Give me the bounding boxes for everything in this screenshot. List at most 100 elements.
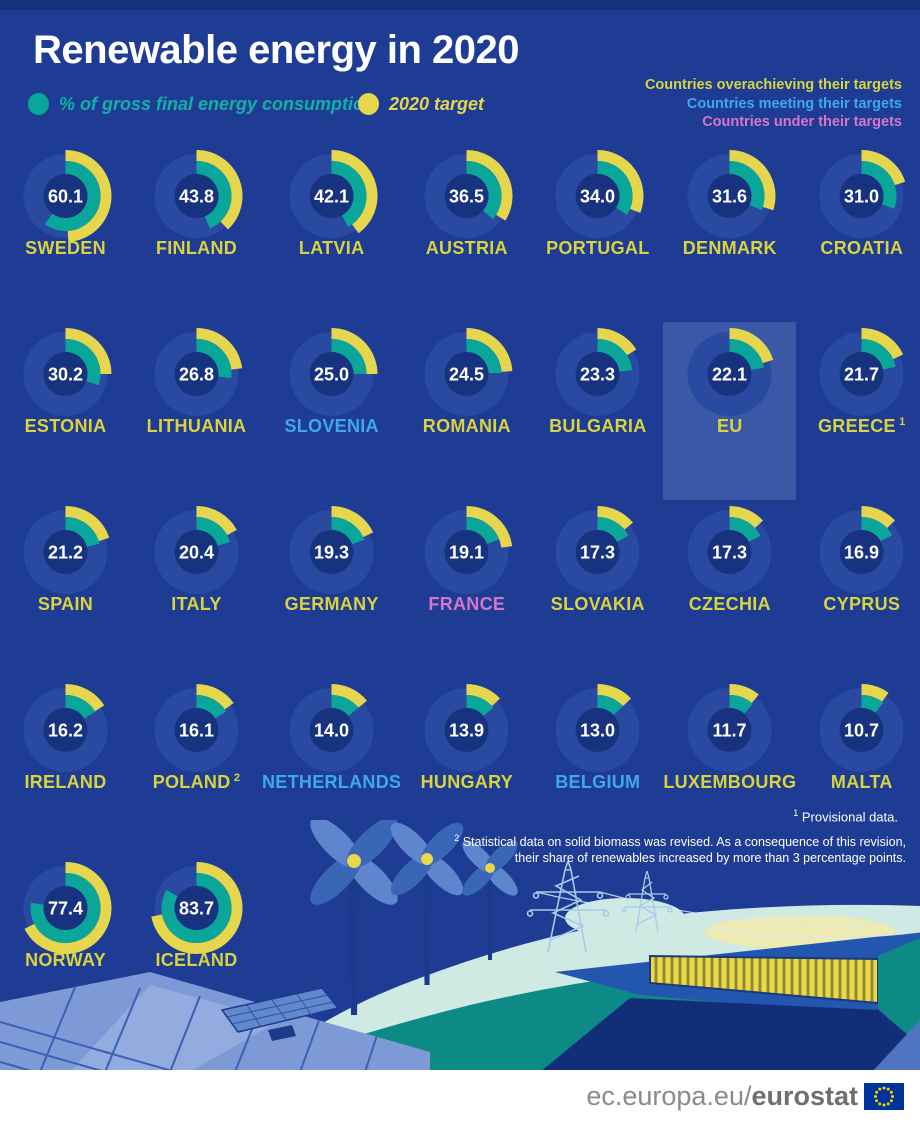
target-arc: [24, 862, 112, 954]
share-arc: [65, 517, 100, 548]
legend-over: Countries overachieving their targets: [644, 77, 902, 93]
country-cell-finland: 43.8 FINLAND: [131, 144, 262, 322]
target-arc: [466, 506, 513, 548]
share-arc: [861, 517, 893, 542]
target-arc: [729, 150, 776, 211]
status-legend: Countries overachieving their targets Co…: [645, 76, 902, 132]
donut-chart-malta: 10.7: [819, 684, 904, 772]
country-value: 26.8: [179, 365, 214, 385]
country-value: 17.3: [712, 543, 747, 563]
yellow-dot-icon: [358, 93, 379, 115]
donut-chart-sweden: 60.1: [23, 150, 112, 242]
country-cell-croatia: 31.0 CROATIA: [796, 144, 920, 322]
country-cell-malta: 10.7 MALTA: [796, 678, 920, 856]
target-arc: [65, 684, 105, 712]
donut-chart-portugal: 34.0: [555, 150, 644, 238]
share-arc: [597, 695, 624, 716]
country-value: 13.9: [449, 721, 484, 741]
landscape-illustration: [0, 820, 920, 1070]
country-value: 20.4: [179, 543, 214, 563]
country-value: 21.2: [48, 543, 83, 563]
country-value: 23.3: [580, 365, 615, 385]
country-label: EU: [717, 416, 743, 436]
solar-panel-icon: [220, 987, 340, 1041]
country-cell-sweden: 60.1 SWEDEN: [0, 144, 131, 322]
share-arc: [861, 161, 897, 209]
country-value: 11.7: [713, 721, 747, 741]
legend-under: Countries under their targets: [702, 114, 902, 130]
footer-site-text: ec.europa.eu/eurostat: [586, 1080, 858, 1111]
share-arc: [331, 695, 359, 717]
country-value: 31.0: [844, 187, 879, 207]
country-cell-latvia: 42.1 LATVIA: [262, 144, 401, 322]
share-arc: [161, 873, 232, 943]
country-cell-luxembourg: 11.7 LUXEMBOURG: [663, 678, 796, 856]
share-arc: [196, 161, 232, 229]
share-arc: [597, 161, 633, 215]
country-cell-spain: 21.2 SPAIN: [0, 500, 131, 678]
legend-meeting: Countries meeting their targets: [686, 95, 902, 112]
donut-chart-slovakia: 17.3: [555, 506, 640, 594]
donut-chart-estonia: 30.2: [23, 328, 112, 416]
country-label: SLOVENIA: [284, 416, 379, 436]
country-value: 16.9: [844, 543, 879, 563]
country-value: 42.1: [314, 187, 349, 207]
target-arc: [861, 150, 906, 186]
country-cell-denmark: 31.6 DENMARK: [663, 144, 796, 322]
share-arc: [861, 695, 884, 714]
donut-chart-luxembourg: 11.7: [687, 684, 772, 772]
legend-target-label: 2020 target: [389, 93, 485, 114]
country-cell-lithuania: 26.8 LITHUANIA: [131, 322, 262, 500]
country-label: DENMARK: [682, 238, 777, 258]
share-arc: [466, 339, 502, 374]
top-border-strip: [0, 0, 920, 10]
country-cell-hungary: 13.9 HUNGARY: [401, 678, 532, 856]
share-arc: [30, 873, 101, 943]
country-value: 21.7: [844, 365, 879, 385]
country-label: GERMANY: [284, 594, 379, 614]
target-arc: [597, 684, 632, 707]
country-value: 13.0: [580, 721, 615, 741]
country-value: 16.1: [179, 721, 214, 741]
target-arc: [597, 506, 634, 530]
share-arc: [65, 339, 101, 386]
country-cell-bulgaria: 23.3 BULGARIA: [532, 322, 663, 500]
target-arc: [65, 506, 110, 542]
target-arc: [196, 506, 237, 536]
country-label: NORWAY: [25, 950, 106, 970]
country-value: 24.5: [449, 365, 484, 385]
country-value: 83.7: [179, 899, 214, 919]
country-label: ICELAND: [155, 950, 238, 970]
country-label: CYPRUS: [823, 594, 901, 614]
country-value: 34.0: [580, 187, 615, 207]
country-label: POLAND 2: [152, 772, 241, 792]
footnote-2: 2 Statistical data on solid biomass was …: [454, 833, 906, 865]
country-label: MALTA: [830, 772, 893, 792]
target-arc: [65, 150, 112, 242]
donut-chart-belgium: 13.0: [555, 684, 640, 772]
donut-chart-austria: 36.5: [424, 150, 513, 238]
donut-chart-spain: 21.2: [23, 506, 110, 594]
eu-flag-logo: [864, 1082, 904, 1110]
share-arc: [196, 695, 227, 719]
country-label: BELGIUM: [555, 772, 641, 792]
target-arc: [196, 684, 234, 710]
country-cell-poland: 16.1 POLAND 2: [131, 678, 262, 856]
country-value: 22.1: [712, 365, 747, 385]
country-label: PORTUGAL: [546, 238, 650, 258]
country-cell-cyprus: 16.9 CYPRUS: [796, 500, 920, 678]
share-arc: [729, 695, 754, 714]
country-label: CZECHIA: [688, 594, 771, 614]
country-cell-slovenia: 25.0 SLOVENIA: [262, 322, 401, 500]
infographic-canvas: Renewable energy in 2020 % of gross fina…: [0, 0, 920, 1070]
country-cell-austria: 36.5 AUSTRIA: [401, 144, 532, 322]
country-value: 31.6: [712, 187, 747, 207]
share-arc: [196, 339, 232, 378]
country-label: SLOVAKIA: [550, 594, 645, 614]
country-cell-romania: 24.5 ROMANIA: [401, 322, 532, 500]
wind-turbine-icon: [390, 822, 464, 985]
legend-target: 2020 target: [358, 93, 484, 115]
donut-chart-iceland: 83.7: [151, 862, 243, 954]
country-label: LUXEMBOURG: [663, 772, 797, 792]
